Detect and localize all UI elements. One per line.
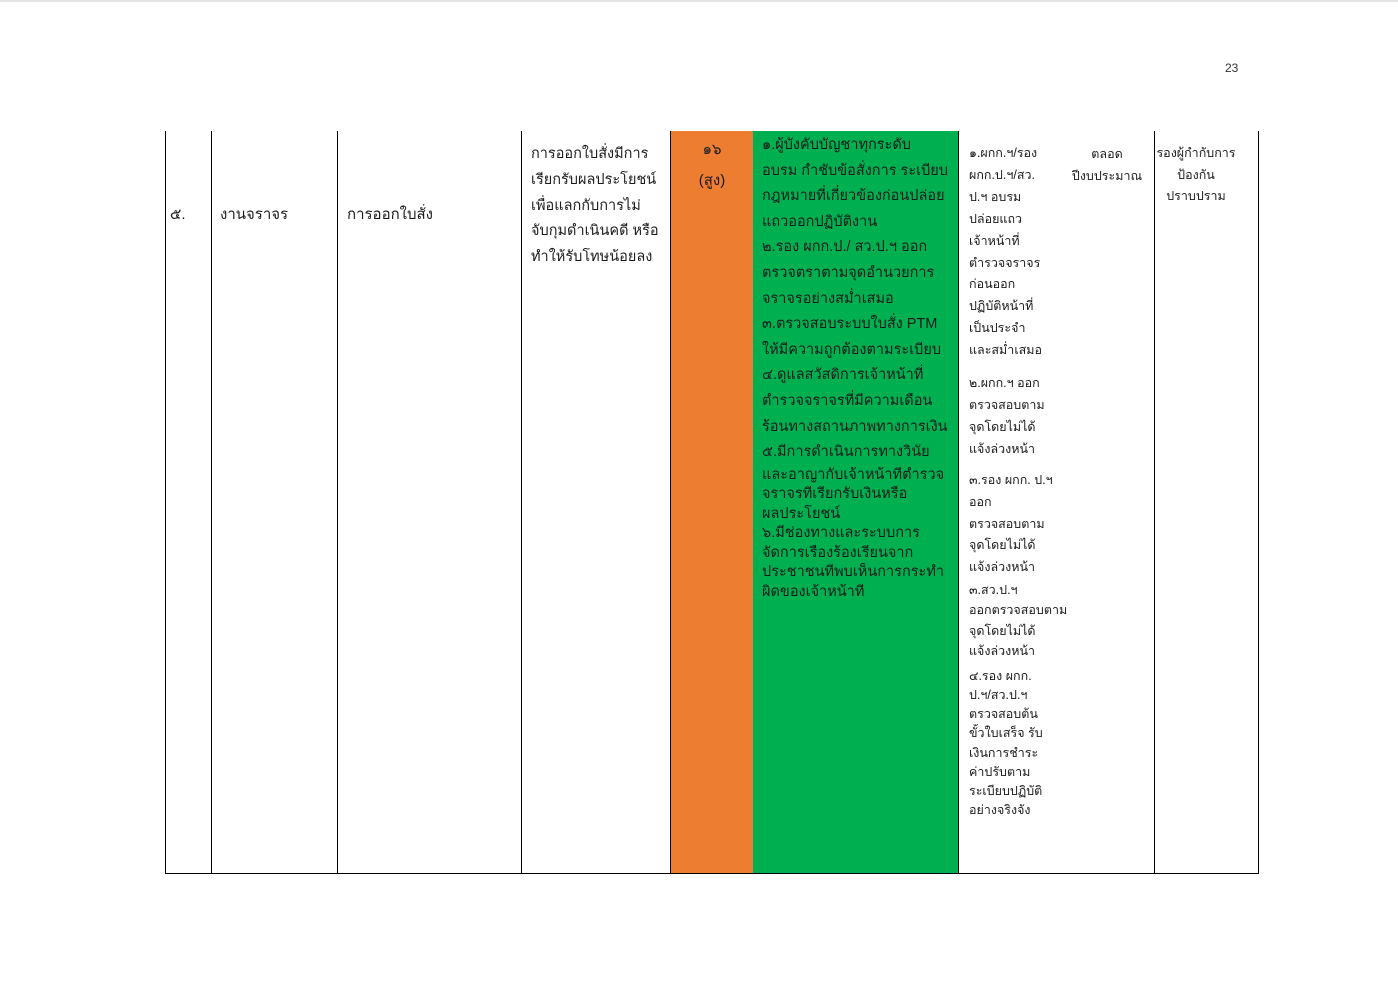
timeframe-line: ตลอด	[1091, 147, 1123, 161]
column-divider	[521, 131, 522, 874]
action-line: จุดโดยไม่ได้	[969, 623, 1036, 638]
column-divider	[337, 131, 338, 874]
action-line: ๑.ผกก.ฯ/รอง	[969, 146, 1038, 160]
action-item-4: ๓.สว.ป.ฯออกตรวจสอบตามจุดโดยไม่ได้แจ้งล่ว…	[969, 580, 1067, 661]
cell-control-measures: ๑.ผู้บังคับบัญชาทุกระดับอบรม กำชับข้อสั่…	[762, 133, 956, 602]
action-line: ตรวจสอบตาม	[969, 516, 1045, 531]
control-measure-line: กฎหมายที่เกี่ยวข้องก่อนปล่อย	[762, 188, 945, 205]
control-measure-line: ผลประโยชน์	[762, 505, 841, 522]
control-measure-line: ประชาชนที่พบเห็นการกระทำ	[762, 564, 945, 581]
action-line: ป.ฯ อบรม	[969, 189, 1022, 204]
action-line: ตำรวจจราจร	[969, 255, 1041, 270]
risk-score: ๑๖	[702, 141, 722, 158]
action-line: แจ้งล่วงหน้า	[969, 643, 1036, 658]
page-number: 23	[1225, 61, 1239, 75]
owner-line: รองผู้กำกับการ	[1156, 146, 1236, 160]
owner-line: ปราบปราม	[1166, 189, 1226, 203]
column-divider	[958, 131, 959, 874]
action-line: จุดโดยไม่ได้	[969, 538, 1036, 553]
cell-owner: รองผู้กำกับการป้องกันปราบปราม	[1155, 143, 1257, 208]
action-line: และสม่ำเสมอ	[969, 343, 1042, 358]
action-item-3: ๓.รอง ผกก. ป.ฯออกตรวจสอบตามจุดโดยไม่ได้แ…	[969, 470, 1067, 579]
timeframe-line: ปีงบประมาณ	[1071, 169, 1143, 183]
cell-process: การออกใบสั่ง	[347, 204, 519, 226]
control-measure-line: ๒.รอง ผกก.ป./ สว.ป.ฯ ออก	[762, 239, 928, 256]
risk-event-line: เพื่อแลกกับการไม่	[531, 197, 641, 214]
action-item-5: ๔.รอง ผกก. ป.ฯ/สว.ป.ฯตรวจสอบต้นขั้วใบเสร็…	[969, 667, 1067, 820]
action-line: ออกตรวจสอบตาม	[969, 603, 1067, 618]
action-line: แจ้งล่วงหน้า	[969, 560, 1036, 574]
column-divider	[670, 131, 671, 874]
action-line: ป.ฯ/สว.ป.ฯ	[969, 688, 1028, 703]
action-line: แจ้งล่วงหน้า	[969, 442, 1036, 456]
risk-event-line: ทำให้รับโทษน้อยลง	[531, 249, 653, 266]
risk-level-cell-fill	[671, 131, 753, 873]
action-line: ก่อนออก	[969, 277, 1016, 292]
control-measure-line: แถวออกปฏิบัติงาน	[762, 213, 878, 230]
table-border-right	[1258, 131, 1259, 874]
action-line: ๔.รอง ผกก.	[969, 669, 1032, 683]
risk-level-label: (สูง)	[698, 172, 726, 189]
action-item-1: ๑.ผกก.ฯ/รองผกก.ป.ฯ/สว. ป.ฯ อบรมปล่อยแถวเจ…	[969, 143, 1067, 362]
control-measure-line: อบรม กำชับข้อสั่งการ ระเบียบ	[762, 162, 948, 179]
row-number: ๕.	[170, 206, 186, 223]
action-line: ปฏิบัติหน้าที่	[969, 299, 1034, 314]
action-line: ผกก.ป.ฯ/สว.	[969, 167, 1035, 182]
risk-event-line: การออกใบสั่งมีการ	[531, 146, 649, 162]
cell-mission: งานจราจร	[220, 204, 334, 226]
risk-event-line: จับกุมดำเนินคดี หรือ	[531, 223, 659, 240]
action-line: เป็นประจำ	[969, 321, 1026, 336]
control-measure-line: ตรวจตราตามจุดอำนวยการ	[762, 264, 935, 281]
action-line: ปล่อยแถว	[969, 211, 1023, 226]
cell-risk-level: ๑๖ (สูง)	[671, 134, 753, 196]
control-measures-cell-fill	[753, 131, 958, 873]
action-line: ออก	[969, 494, 992, 509]
action-line: ๒.ผกก.ฯ ออก	[969, 376, 1040, 390]
control-measure-line: ๓.ตรวจสอบระบบใบสั่ง PTM	[762, 316, 938, 333]
viewer-top-edge	[0, 0, 1398, 2]
control-measure-line: จัดการเรื่องร้องเรียนจาก	[762, 544, 914, 561]
table-border-left	[165, 131, 166, 874]
risk-event-line: เรียกรับผลประโยชน์	[531, 171, 657, 188]
action-line: เจ้าหน้าที่	[969, 233, 1020, 248]
cell-row-number: ๕.	[170, 204, 209, 226]
mission-name: งานจราจร	[220, 206, 289, 223]
cell-risk-event: การออกใบสั่งมีการเรียกรับผลประโยชน์เพื่อ…	[531, 142, 668, 271]
control-measure-line: ๖.มีช่องทางและระบบการ	[762, 525, 920, 542]
cell-timeframe: ตลอดปีงบประมาณ	[1062, 143, 1152, 187]
action-line: ๓.สว.ป.ฯ	[969, 583, 1018, 597]
control-measure-line: ตำรวจจราจรที่มีความเดือน	[762, 392, 933, 409]
column-divider	[1154, 131, 1155, 874]
action-line: ตรวจสอบตาม	[969, 398, 1045, 412]
control-measure-line: ๔.ดูแลสวัสดิการเจ้าหน้าที่	[762, 367, 924, 384]
action-line: ระเบียบปฏิบัติ	[969, 783, 1043, 798]
owner-line: ป้องกัน	[1177, 167, 1215, 182]
control-measure-line: ผิดของเจ้าหน้าที่	[762, 583, 865, 600]
control-measure-line: จราจรอย่างสม่ำเสมอ	[762, 290, 894, 307]
action-line: ขั้วใบเสร็จ รับ	[969, 726, 1043, 741]
process-name: การออกใบสั่ง	[347, 206, 433, 223]
action-item-2: ๒.ผกก.ฯ ออกตรวจสอบตามจุดโดยไม่ได้แจ้งล่ว…	[969, 372, 1067, 460]
column-divider	[211, 131, 212, 874]
action-line: จุดโดยไม่ได้	[969, 420, 1036, 434]
action-line: อย่างจริงจัง	[969, 803, 1031, 818]
table-border-bottom	[165, 873, 1259, 874]
action-line: ค่าปรับตาม	[969, 764, 1031, 779]
action-line: ๓.รอง ผกก. ป.ฯ	[969, 473, 1053, 487]
action-line: ตรวจสอบต้น	[969, 707, 1038, 722]
control-measure-line: ร้อนทางสถานภาพทางการเงิน	[762, 418, 948, 435]
action-line: เงินการชำระ	[969, 745, 1039, 760]
control-measure-line: จราจรที่เรียกรับเงินหรือ	[762, 486, 908, 503]
control-measure-line: และอาญากับเจ้าหน้าที่ตำรวจ	[762, 466, 945, 483]
control-measure-line: ให้มีความถูกต้องตามระเบียบ	[762, 341, 942, 358]
control-measure-line: ๑.ผู้บังคับบัญชาทุกระดับ	[762, 137, 911, 153]
control-measure-line: ๕.มีการดำเนินการทางวินัย	[762, 444, 930, 461]
